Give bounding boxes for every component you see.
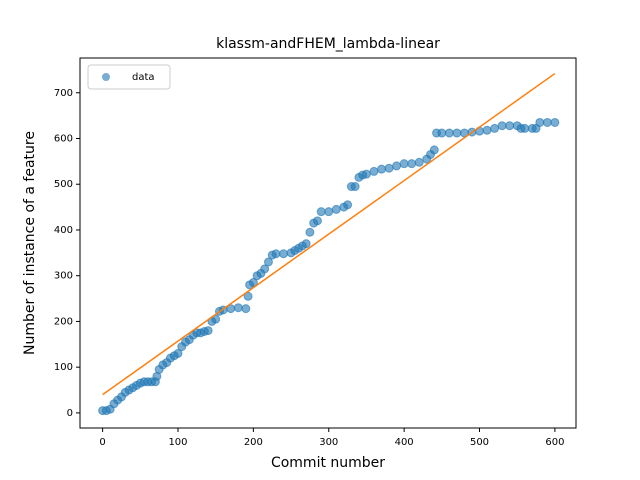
data-point (305, 227, 315, 237)
legend-marker (102, 73, 110, 81)
y-tick-label: 200 (54, 316, 73, 327)
data-point (429, 145, 439, 155)
y-tick-label: 600 (54, 133, 73, 144)
x-axis-label: Commit number (271, 455, 385, 471)
x-tick-label: 600 (545, 437, 564, 448)
data-point (301, 239, 311, 249)
data-point (490, 123, 500, 133)
y-tick-label: 500 (54, 179, 73, 190)
data-point (542, 117, 552, 127)
legend-box (87, 64, 171, 90)
y-tick-label: 100 (54, 362, 73, 373)
data-point (248, 278, 258, 288)
x-tick-label: 500 (470, 437, 489, 448)
x-tick-label: 200 (244, 437, 263, 448)
x-tick-label: 100 (168, 437, 187, 448)
data-point (331, 204, 341, 214)
y-tick-label: 300 (54, 271, 73, 282)
y-tick-label: 700 (54, 88, 73, 99)
data-point (384, 163, 394, 173)
legend-label: data (132, 72, 155, 83)
y-tick-label: 0 (67, 408, 73, 419)
data-point (241, 304, 251, 314)
x-tick-label: 300 (319, 437, 338, 448)
data-point (324, 207, 334, 217)
data-point (316, 207, 326, 217)
x-tick-label: 0 (99, 437, 105, 448)
data-point (535, 117, 545, 127)
data-point (482, 125, 492, 135)
data-point (233, 303, 243, 313)
data-point (505, 121, 515, 131)
data-point (452, 128, 462, 138)
y-tick-label: 400 (54, 225, 73, 236)
data-point (399, 159, 409, 169)
data-point (263, 257, 273, 267)
data-point (444, 128, 454, 138)
data-point (312, 216, 322, 226)
data-point (407, 159, 417, 169)
x-tick-label: 400 (395, 437, 414, 448)
data-point (392, 161, 402, 171)
plot-frame (79, 57, 577, 429)
data-point (497, 121, 507, 131)
data-point (343, 200, 353, 210)
data-point (203, 326, 213, 336)
data-point (437, 128, 447, 138)
fit-line (102, 72, 556, 396)
data-point (271, 249, 281, 259)
data-point (243, 291, 253, 301)
data-point (279, 249, 289, 259)
data-point (520, 123, 530, 133)
data-point (369, 166, 379, 176)
data-point (414, 157, 424, 167)
data-point (350, 182, 360, 192)
data-point (550, 117, 560, 127)
data-point (173, 348, 183, 358)
data-point (260, 264, 270, 274)
chart-title: klassm-andFHEM_lambda-linear (216, 36, 440, 52)
data-point (361, 169, 371, 179)
y-axis-label: Number of instance of a feature (22, 131, 38, 355)
data-point (377, 164, 387, 174)
